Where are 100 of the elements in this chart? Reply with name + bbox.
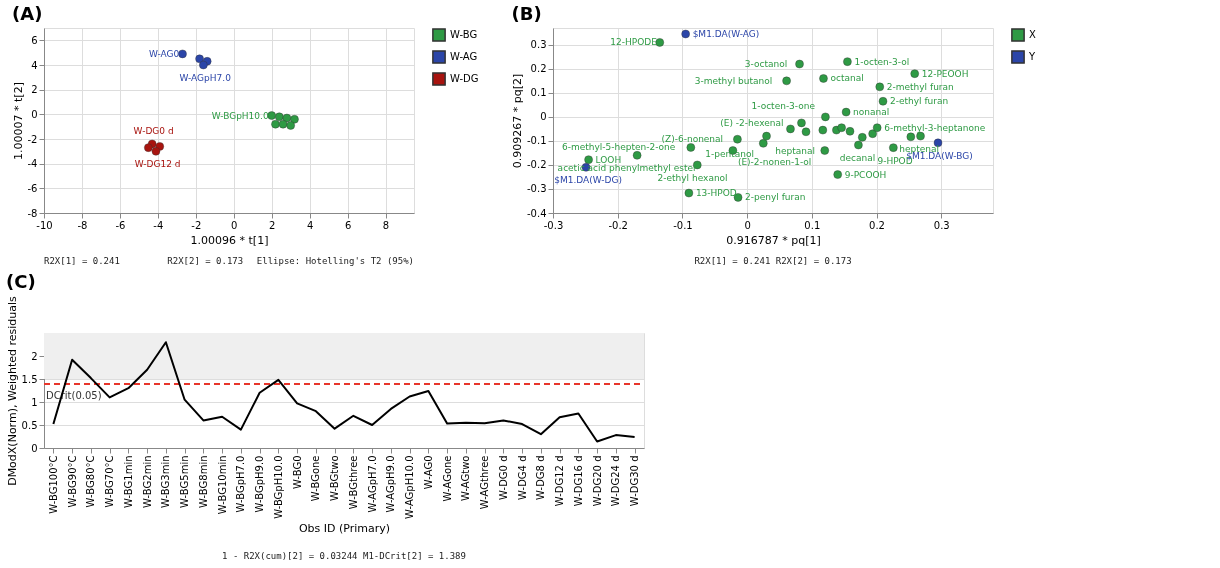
x-tick-label: W-BGtwo	[329, 455, 341, 501]
point	[841, 107, 851, 117]
point	[151, 147, 161, 156]
y-tick-label: 1.5	[21, 373, 38, 385]
y-tick-label: -0.2	[526, 159, 547, 171]
point	[286, 121, 295, 130]
y-axis-title: 0.909267 * pq[2]	[510, 73, 524, 169]
point	[275, 112, 284, 121]
annotation: 3-octanol	[744, 59, 788, 70]
annotation: 1-octen-3-ol	[854, 56, 910, 67]
annotation: 2-ethyl furan	[890, 96, 949, 107]
x-tick-label: 2	[269, 219, 276, 231]
annotation: 2-penyl furan	[745, 192, 806, 203]
y-tick-label: 0.2	[530, 63, 547, 75]
text: Ellipse: Hotelling's T2 (95%)	[256, 256, 414, 266]
point	[875, 82, 884, 92]
x-tick-label: W-AGpH7.0	[366, 455, 378, 513]
y-tick-label: 6	[31, 34, 38, 46]
text: R2X[2] = 0.173	[167, 256, 244, 266]
y-tick-label: 0.1	[530, 87, 547, 99]
x-tick-label: W-AGthree	[479, 455, 491, 510]
x-tick-label: W-AGtwo	[460, 455, 472, 502]
point	[821, 112, 830, 122]
annotation: (Z)-6-nonenal	[661, 134, 724, 145]
y-tick-label: -4	[27, 158, 38, 170]
annotation: W-DG12 d	[134, 159, 181, 170]
point	[733, 135, 742, 144]
x-tick-label: W-DG4 d	[516, 455, 528, 500]
y-tick-label: -0.1	[526, 135, 547, 147]
x-tick-label: W-BG90°C	[66, 455, 78, 508]
annotation: decanal	[839, 153, 876, 164]
point	[872, 123, 882, 132]
point	[584, 155, 593, 164]
x-tick-label: W-AGone	[441, 455, 453, 502]
annotation: heptanal	[775, 145, 816, 156]
x-tick-label: W-DG16 d	[572, 455, 584, 507]
y-tick-label: -0.3	[526, 183, 547, 195]
annotation: W-BGpH10.0	[211, 110, 269, 121]
point	[762, 131, 771, 141]
annotation: 1-octen-3-one	[751, 100, 816, 111]
point	[845, 127, 855, 136]
text: 1 - R2X(cum)[2] = 0.03244 M1-DCrit[2] = 1.389	[222, 551, 466, 561]
annotation: $M1.DA(W-AG)	[692, 29, 760, 40]
annotation: 6-methyl-3-heptanone	[884, 122, 986, 133]
text: R2X[1] = 0.241	[44, 256, 120, 266]
x-tick-label: -0.1	[673, 219, 693, 231]
text: R2X[1] = 0.241 R2X[2] = 0.173	[694, 256, 852, 266]
x-tick-label: W-BG0	[291, 455, 303, 490]
point	[686, 143, 696, 152]
y-tick-label: 0	[540, 111, 547, 123]
legend-label: W-AG	[450, 51, 478, 62]
x-tick-label: 0.1	[804, 219, 821, 231]
annotation: LOOH	[595, 154, 622, 165]
y-tick-label: 0.5	[21, 419, 38, 431]
x-tick-label: W-BG8min	[197, 455, 209, 508]
x-tick-label: W-DG8 d	[535, 455, 547, 500]
x-tick-label: W-BG1min	[122, 455, 134, 508]
x-tick-label: W-AGpH9.0	[385, 455, 397, 513]
x-tick-label: W-BG80°C	[85, 455, 97, 508]
point	[820, 146, 829, 155]
x-tick-label: -4	[153, 219, 164, 231]
x-tick-label: 4	[306, 219, 314, 231]
point	[786, 124, 795, 134]
chart-title: (A)	[12, 3, 43, 24]
annotation: 3-methyl butanol	[694, 75, 773, 86]
x-tick-label: 0.2	[869, 219, 885, 231]
point	[818, 125, 828, 135]
point	[267, 111, 276, 120]
legend-label: X	[1029, 29, 1036, 40]
x-tick-label: W-BGpH10.0	[272, 455, 284, 519]
chart-title: (C)	[6, 270, 36, 292]
point	[282, 113, 292, 123]
annotation: W-AG0	[149, 48, 180, 59]
point	[843, 57, 852, 66]
x-tick-label: W-BGthree	[347, 455, 359, 510]
x-tick-label: W-DG12 d	[554, 455, 566, 507]
y-tick-label: 0	[31, 108, 38, 120]
annotation: heptenal	[899, 144, 940, 155]
x-tick-label: W-BG100°C	[47, 455, 59, 514]
annotation: (E)-2-nonen-1-ol	[737, 156, 812, 167]
point	[910, 69, 919, 78]
point	[199, 60, 208, 70]
x-tick-label: -6	[115, 219, 126, 231]
point	[906, 132, 916, 142]
x-tick-label: W-DG30 d	[629, 455, 641, 507]
point	[878, 97, 888, 106]
point	[854, 140, 863, 150]
x-axis-title: Obs ID (Primary)	[298, 521, 391, 535]
y-axis-title: DModX(Norm), Weighted residuals	[5, 295, 19, 486]
annotation: W-AGpH7.0	[179, 73, 232, 83]
y-tick-label: 2	[31, 350, 38, 362]
y-tick-label: 0	[31, 442, 38, 454]
x-tick-label: W-BG5min	[179, 455, 191, 508]
annotation: 12-PEOOH	[921, 68, 969, 79]
point	[684, 188, 694, 198]
x-axis-title: 0.916787 * pq[1]	[726, 233, 821, 247]
point	[144, 143, 153, 152]
legend-label: W-DG	[450, 73, 479, 84]
point	[797, 118, 806, 128]
annotation: 9-PCOOH	[844, 169, 887, 180]
